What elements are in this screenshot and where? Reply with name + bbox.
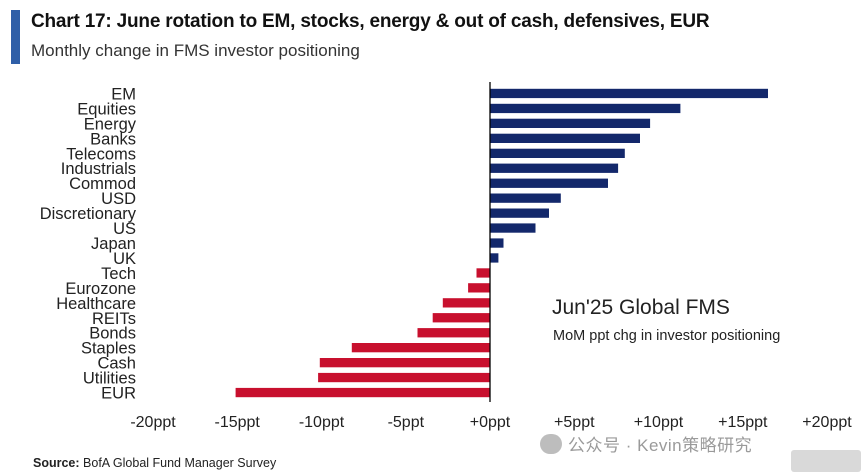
bar-us: [490, 223, 536, 233]
corner-logo: [791, 450, 861, 472]
bars-group: [235, 88, 768, 398]
bar-tech: [476, 268, 490, 278]
x-tick-label: +0ppt: [470, 414, 511, 431]
x-tick-labels: -20ppt -15ppt -10ppt -5ppt +0ppt +5ppt +10ppt +…: [130, 414, 852, 431]
bar-usd: [490, 193, 561, 203]
category-label: Industrials: [61, 160, 136, 178]
bar-banks: [490, 133, 640, 143]
x-tick-label: +10ppt: [634, 414, 684, 431]
x-tick-label: -20ppt: [130, 414, 176, 431]
category-label: Cash: [97, 355, 136, 373]
bar-energy: [490, 118, 651, 128]
bar-cash: [319, 358, 490, 368]
bar-telecoms: [490, 148, 625, 158]
category-label: EM: [111, 86, 136, 104]
category-label: Staples: [81, 340, 136, 358]
category-label: UK: [113, 250, 136, 268]
bar-commod: [490, 178, 608, 188]
source-label: Source:: [33, 456, 80, 470]
bar-equities: [490, 103, 681, 114]
category-label: Commod: [69, 175, 136, 193]
x-tick-label: -5ppt: [388, 414, 425, 431]
category-label: Equities: [77, 100, 136, 118]
source-text: BofA Global Fund Manager Survey: [83, 456, 277, 470]
bar-industrials: [490, 163, 619, 173]
annotation-subtitle: MoM ppt chg in investor positioning: [553, 328, 780, 344]
bar-staples: [351, 343, 490, 353]
category-label: Tech: [101, 265, 136, 283]
category-label: Eurozone: [65, 280, 136, 298]
x-tick-label: -15ppt: [215, 414, 261, 431]
x-tick-label: -10ppt: [299, 414, 345, 431]
x-tick-label: +5ppt: [554, 414, 595, 431]
category-label: US: [113, 220, 136, 238]
category-label: REITs: [92, 310, 136, 328]
category-label: Utilities: [83, 370, 136, 388]
category-label: EUR: [101, 385, 136, 403]
title-accent-bar: [11, 10, 20, 64]
bar-em: [490, 88, 768, 99]
bar-eurozone: [468, 283, 490, 293]
source-note: Source: BofA Global Fund Manager Survey: [33, 456, 276, 470]
category-label: Telecoms: [66, 145, 136, 163]
x-tick-label: +15ppt: [718, 414, 768, 431]
chart-title: Chart 17: June rotation to EM, stocks, e…: [31, 11, 710, 32]
wechat-icon: [540, 434, 562, 454]
bar-eur: [235, 387, 490, 398]
category-label: Healthcare: [56, 295, 136, 313]
bar-healthcare: [442, 298, 490, 308]
bar-bonds: [417, 328, 490, 338]
category-label: Energy: [84, 115, 137, 133]
bar-reits: [432, 313, 490, 323]
category-label: Banks: [90, 130, 136, 148]
bar-uk: [490, 253, 499, 263]
category-label: Bonds: [89, 325, 136, 343]
category-labels: EMEquitiesEnergyBanksTelecomsIndustrials…: [40, 86, 137, 403]
category-label: Japan: [91, 235, 136, 253]
category-label: USD: [101, 190, 136, 208]
watermark: 公众号 · Kevin策略研究: [540, 431, 752, 456]
category-label: Discretionary: [40, 205, 137, 223]
annotation-title: Jun'25 Global FMS: [552, 296, 730, 319]
x-tick-label: +20ppt: [802, 414, 852, 431]
chart-subtitle: Monthly change in FMS investor positioni…: [31, 41, 360, 60]
bar-utilities: [318, 372, 490, 383]
watermark-text: 公众号 · Kevin策略研究: [568, 436, 753, 455]
bar-discretionary: [490, 208, 549, 218]
bar-japan: [490, 238, 504, 248]
